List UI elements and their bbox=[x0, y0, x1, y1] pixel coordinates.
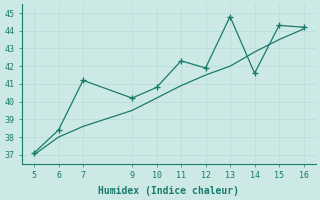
X-axis label: Humidex (Indice chaleur): Humidex (Indice chaleur) bbox=[98, 186, 239, 196]
